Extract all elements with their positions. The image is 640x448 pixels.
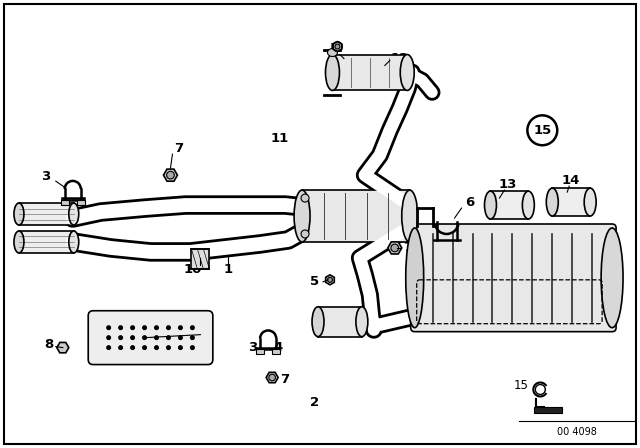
Text: 3: 3 — [248, 341, 257, 354]
Circle shape — [191, 336, 194, 340]
Circle shape — [179, 346, 182, 349]
Circle shape — [332, 42, 342, 52]
Circle shape — [191, 346, 194, 349]
Bar — [256, 349, 264, 354]
Circle shape — [179, 336, 182, 340]
Text: 10: 10 — [183, 263, 202, 276]
Bar — [77, 200, 85, 205]
Text: 15: 15 — [533, 124, 552, 137]
Circle shape — [131, 346, 134, 349]
Text: 7: 7 — [174, 142, 183, 155]
Ellipse shape — [584, 188, 596, 216]
Ellipse shape — [547, 188, 558, 216]
Circle shape — [107, 336, 111, 340]
Ellipse shape — [68, 203, 79, 225]
Text: 3: 3 — [41, 170, 51, 183]
Ellipse shape — [402, 190, 418, 242]
Text: 5: 5 — [310, 276, 319, 289]
Ellipse shape — [522, 191, 534, 219]
Circle shape — [328, 277, 332, 282]
Text: 9: 9 — [191, 325, 200, 338]
Text: 4: 4 — [273, 341, 283, 354]
Ellipse shape — [294, 190, 310, 242]
Bar — [272, 349, 280, 354]
Circle shape — [119, 346, 122, 349]
Ellipse shape — [326, 55, 339, 90]
Text: 5: 5 — [330, 42, 339, 55]
Ellipse shape — [484, 191, 497, 219]
Text: 8: 8 — [44, 338, 54, 351]
Bar — [332, 55, 407, 90]
Circle shape — [166, 336, 170, 340]
Circle shape — [155, 326, 158, 329]
Circle shape — [155, 346, 158, 349]
Polygon shape — [534, 407, 563, 414]
Circle shape — [179, 326, 182, 329]
Bar — [318, 307, 362, 336]
Circle shape — [143, 336, 147, 340]
Bar — [490, 191, 529, 219]
Ellipse shape — [601, 228, 623, 327]
Circle shape — [191, 326, 194, 329]
Text: 7: 7 — [403, 241, 412, 254]
Text: 6: 6 — [465, 196, 474, 209]
Ellipse shape — [312, 307, 324, 336]
Text: 00 4098: 00 4098 — [557, 427, 597, 437]
Text: 13: 13 — [498, 177, 516, 191]
Ellipse shape — [14, 231, 24, 253]
Circle shape — [119, 326, 122, 329]
Circle shape — [131, 326, 134, 329]
Circle shape — [166, 346, 170, 349]
Ellipse shape — [328, 48, 337, 56]
Text: 14: 14 — [562, 174, 580, 187]
Text: 7: 7 — [280, 373, 290, 386]
Ellipse shape — [406, 228, 424, 327]
Circle shape — [119, 336, 122, 340]
Circle shape — [269, 374, 275, 381]
Circle shape — [131, 336, 134, 340]
Ellipse shape — [356, 307, 368, 336]
Circle shape — [335, 44, 340, 49]
Ellipse shape — [14, 203, 24, 225]
Ellipse shape — [68, 231, 79, 253]
Text: 1: 1 — [224, 263, 233, 276]
Circle shape — [391, 244, 399, 252]
Text: 11: 11 — [271, 132, 289, 145]
Circle shape — [166, 171, 174, 179]
Circle shape — [155, 336, 158, 340]
Text: 15: 15 — [514, 379, 529, 392]
Bar — [61, 200, 68, 205]
Text: 12: 12 — [390, 52, 409, 65]
Circle shape — [107, 326, 111, 329]
Bar — [302, 190, 410, 242]
Circle shape — [143, 326, 147, 329]
Circle shape — [301, 194, 309, 202]
Bar — [191, 249, 209, 269]
Bar — [19, 203, 74, 225]
Circle shape — [107, 346, 111, 349]
Ellipse shape — [400, 55, 414, 90]
Circle shape — [166, 326, 170, 329]
Circle shape — [301, 230, 309, 238]
Circle shape — [143, 346, 147, 349]
FancyBboxPatch shape — [411, 224, 616, 332]
Bar — [19, 231, 74, 253]
FancyBboxPatch shape — [88, 311, 213, 365]
Text: 2: 2 — [310, 396, 319, 409]
Bar — [552, 188, 590, 216]
